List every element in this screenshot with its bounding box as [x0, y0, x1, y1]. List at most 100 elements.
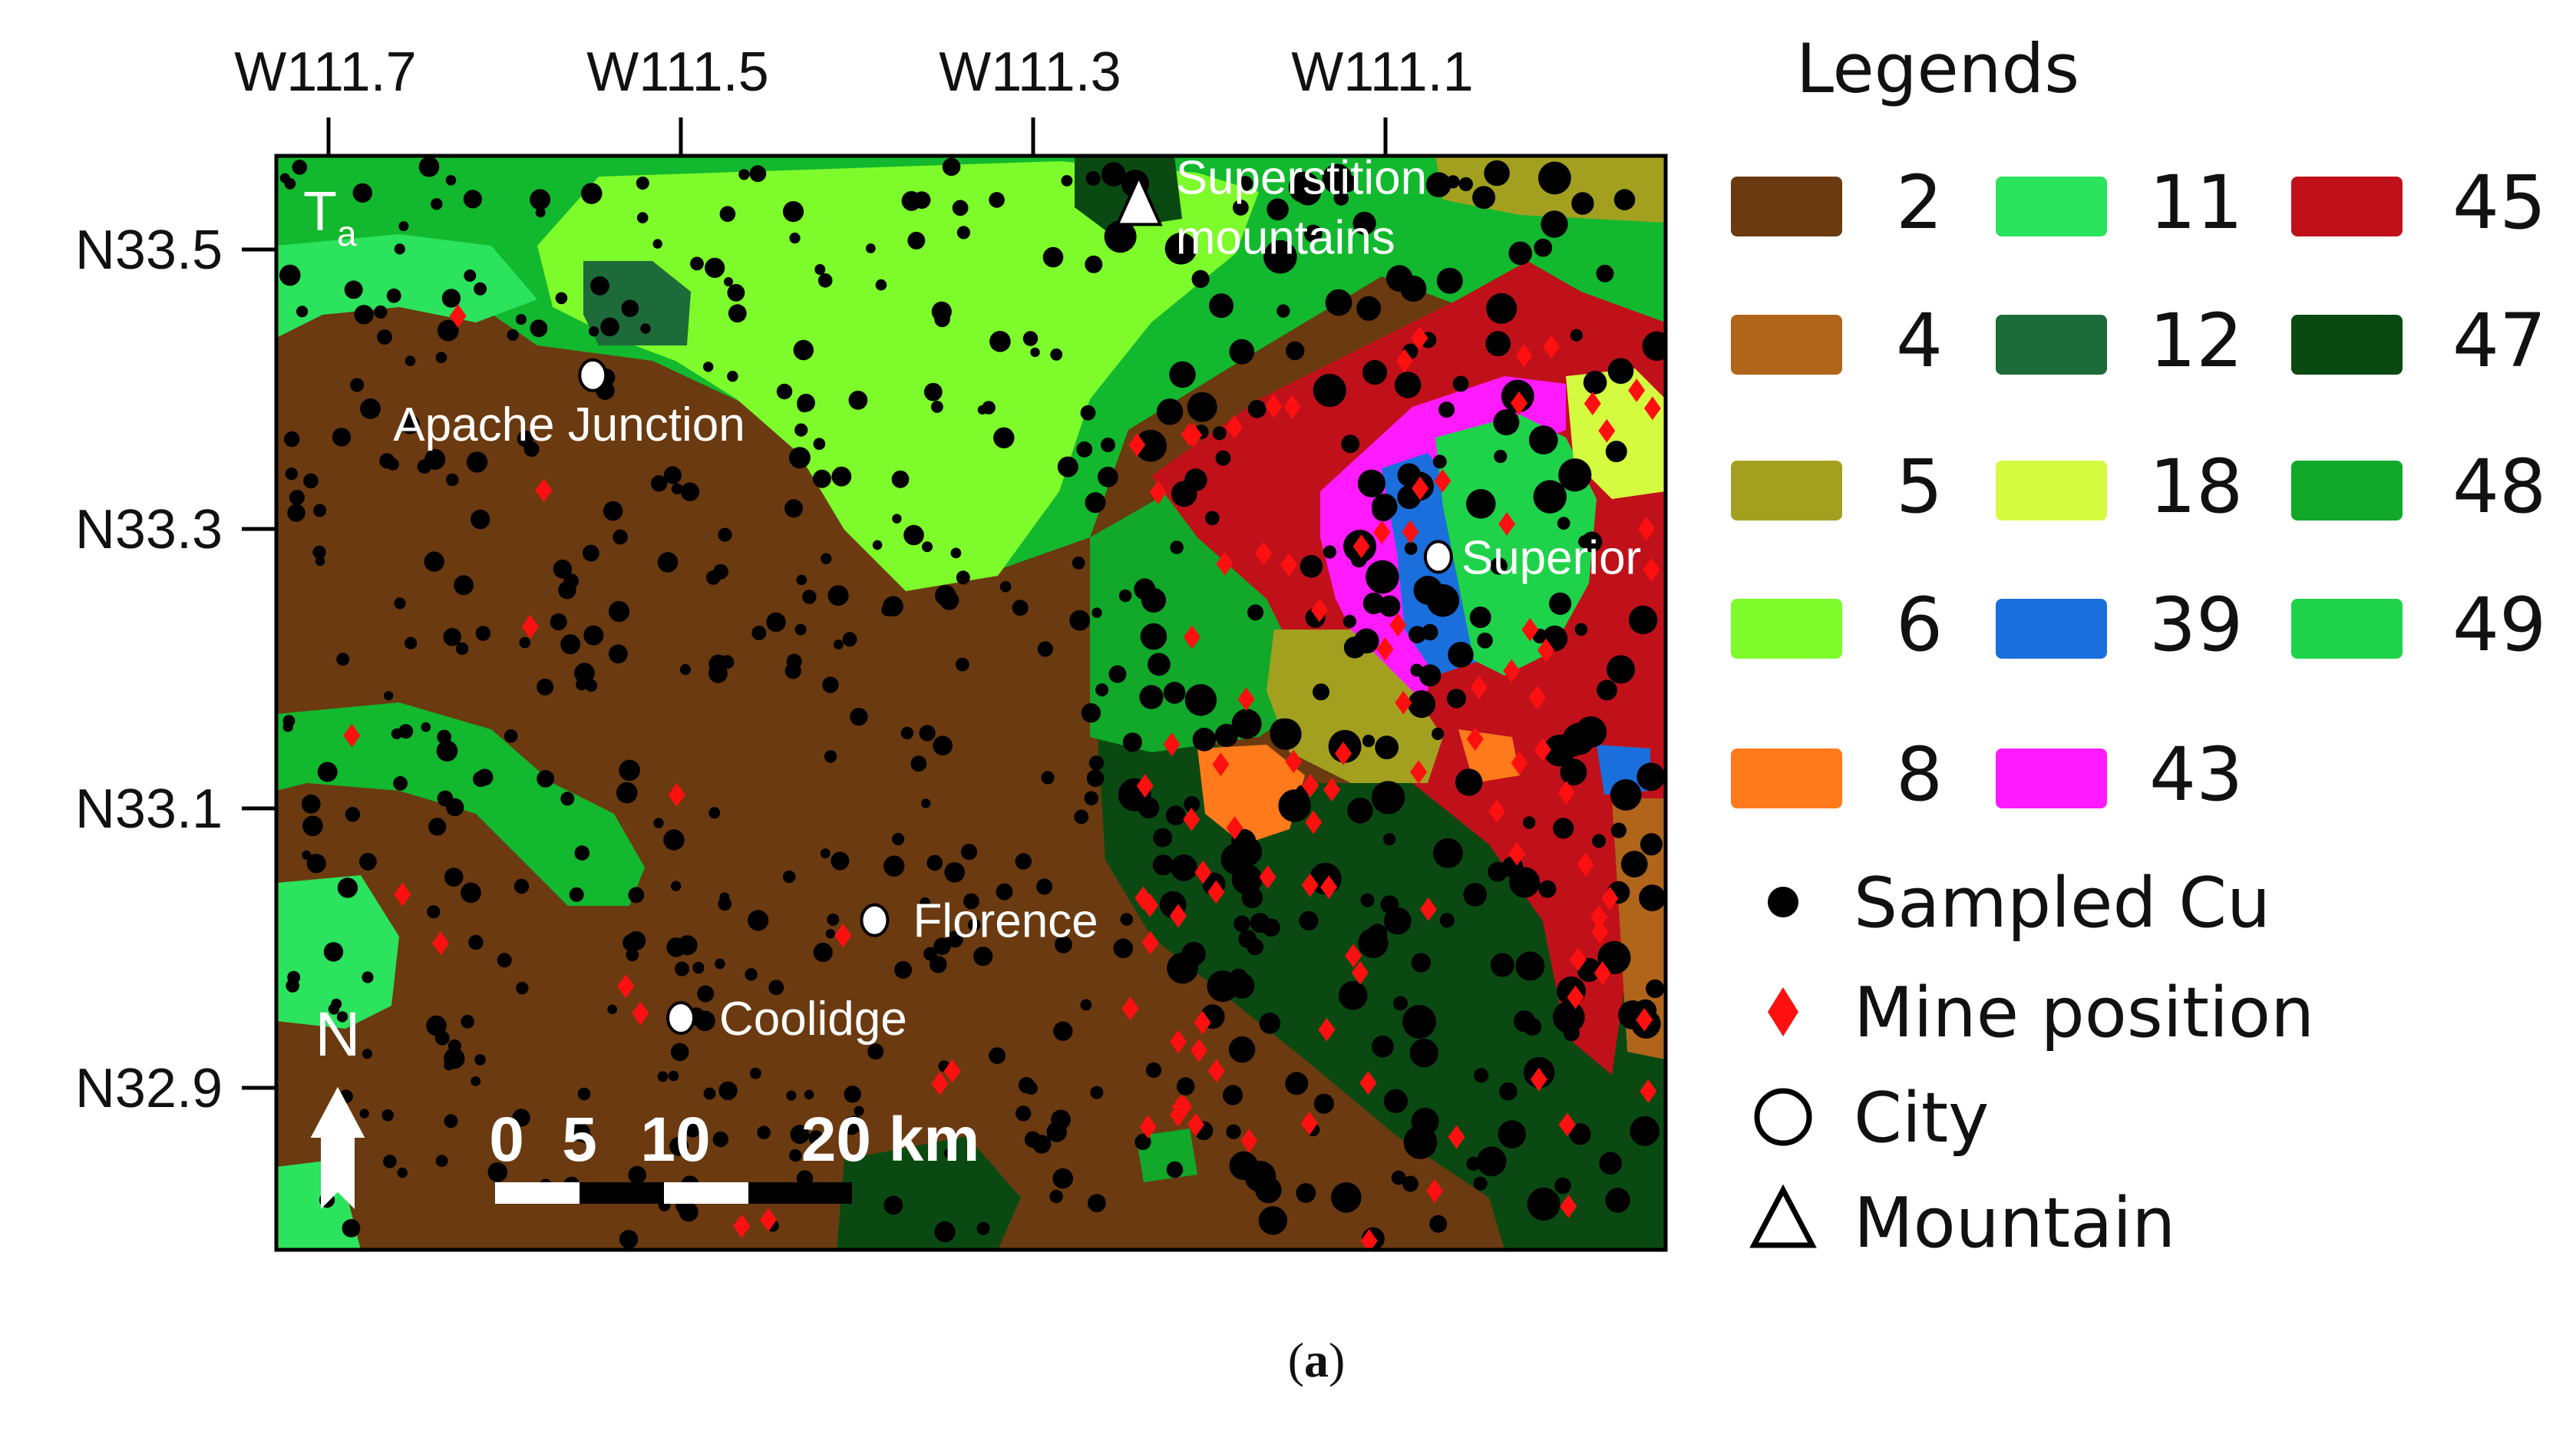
mine-position-marker	[1448, 1125, 1465, 1149]
sampled-cu-point	[1296, 1183, 1316, 1203]
sampled-cu-point	[1408, 690, 1436, 719]
sampled-cu-point	[1299, 910, 1319, 930]
legend-swatch	[1996, 461, 2107, 521]
sampled-cu-point	[393, 776, 408, 791]
mine-position-marker	[1543, 335, 1560, 359]
sampled-cu-point	[398, 221, 409, 232]
sampled-cu-point	[553, 559, 573, 579]
legend-class-label: 4	[1896, 298, 1943, 384]
sampled-cu-point	[487, 1162, 508, 1182]
sampled-cu-point	[1394, 372, 1422, 398]
mine-position-marker	[1470, 675, 1488, 699]
sampled-cu-point	[768, 980, 784, 996]
sampled-cu-point	[507, 329, 519, 341]
mine-position-marker	[1590, 905, 1608, 930]
sampled-cu-point	[1560, 758, 1587, 786]
sampled-cu-point	[749, 165, 767, 183]
sampled-cu-point	[626, 930, 646, 950]
sampled-cu-points	[279, 156, 1666, 1250]
legend-class-label: 2	[1896, 160, 1943, 246]
sampled-cu-point	[1597, 679, 1617, 701]
sampled-cu-point	[786, 1090, 797, 1101]
sampled-cu-point	[446, 798, 464, 817]
sampled-cu-point	[1101, 438, 1115, 452]
sampled-cu-point	[359, 853, 377, 871]
sampled-cu-point	[292, 160, 308, 175]
sampled-cu-point	[813, 942, 833, 963]
sampled-cu-point	[1286, 341, 1305, 361]
legend-swatch	[1731, 599, 1842, 659]
mine-position-marker	[1183, 808, 1200, 831]
mine-position-marker	[1360, 1228, 1378, 1250]
mine-position-marker	[1537, 638, 1555, 663]
sampled-cu-point	[724, 277, 733, 286]
sampled-cu-point	[1036, 878, 1053, 895]
sampled-cu-point	[692, 961, 705, 974]
sampled-cu-point	[580, 1132, 593, 1144]
sampled-cu-point	[784, 499, 803, 518]
sampled-cu-point	[930, 956, 947, 973]
sampled-cu-point	[1383, 833, 1396, 846]
sampled-cu-point	[1139, 685, 1164, 709]
sampled-cu-point	[976, 1221, 990, 1235]
city-marker-icon	[1423, 540, 1453, 574]
sampled-cu-point	[474, 1054, 486, 1066]
lat-tick-label: N33.3	[75, 499, 223, 560]
sampled-cu-point	[1229, 973, 1255, 999]
sampled-cu-point	[1368, 924, 1388, 944]
sampled-cu-point	[474, 282, 487, 296]
sampled-cu-point	[1192, 728, 1217, 752]
sampled-cu-point	[1484, 160, 1510, 187]
sampled-cu-point	[973, 947, 993, 967]
sampled-cu-point	[1362, 735, 1376, 748]
sampled-cu-point	[577, 1087, 591, 1101]
sampled-cu-point	[848, 390, 868, 410]
scale-bar-label: 10	[640, 1105, 710, 1175]
sampled-cu-point	[1181, 941, 1206, 967]
panel-letter: (a)	[1287, 1333, 1346, 1387]
mine-position-marker	[1598, 418, 1616, 443]
sampled-cu-point	[926, 854, 943, 871]
sampled-cu-point	[663, 466, 682, 484]
sampled-cu-point	[920, 897, 930, 908]
sampled-cu-point	[1237, 176, 1253, 191]
sampled-cu-point	[842, 632, 857, 647]
mine-position-marker	[1163, 732, 1181, 757]
sampled-cu-point	[1338, 980, 1368, 1010]
sampled-cu-point	[1425, 172, 1451, 197]
sampled-cu-point	[626, 948, 639, 962]
sampled-cu-point	[461, 1014, 474, 1029]
sampled-cu-point	[394, 597, 406, 610]
sampled-cu-point	[822, 676, 839, 693]
sampled-cu-point	[670, 881, 682, 891]
sampled-cu-point	[1022, 331, 1039, 346]
mine-position-marker	[632, 1001, 649, 1026]
sampled-cu-point	[697, 985, 715, 1003]
sampled-cu-point	[996, 883, 1013, 901]
sampled-cu-point	[1080, 405, 1096, 421]
sampled-cu-point	[1030, 347, 1040, 358]
sampled-cu-point	[1322, 164, 1352, 194]
sampled-cu-point	[405, 355, 416, 366]
sampled-cu-point	[342, 1219, 361, 1238]
sampled-cu-point	[718, 1081, 738, 1101]
sampled-cu-point	[1258, 1206, 1288, 1235]
mine-position-marker	[1643, 396, 1661, 421]
sampled-cu-point	[621, 299, 639, 318]
sampled-cu-point	[1605, 441, 1627, 463]
sampled-cu-point	[284, 431, 300, 448]
sampled-cu-point	[1538, 880, 1557, 898]
sampled-cu-point	[1259, 1013, 1281, 1034]
sampled-cu-point	[1372, 1035, 1394, 1058]
filled-circle-icon	[1768, 887, 1798, 917]
mine-position-marker	[432, 931, 450, 956]
sampled-cu-point	[1187, 392, 1217, 422]
sampled-cu-point	[1072, 556, 1085, 570]
sampled-cu-point	[1053, 1021, 1073, 1041]
sampled-cu-point	[1086, 769, 1105, 788]
sampled-cu-point	[1091, 607, 1102, 618]
sampled-cu-point	[344, 280, 363, 299]
legend-class-label: 43	[2149, 732, 2243, 818]
lat-tick-label: N33.1	[75, 778, 223, 840]
